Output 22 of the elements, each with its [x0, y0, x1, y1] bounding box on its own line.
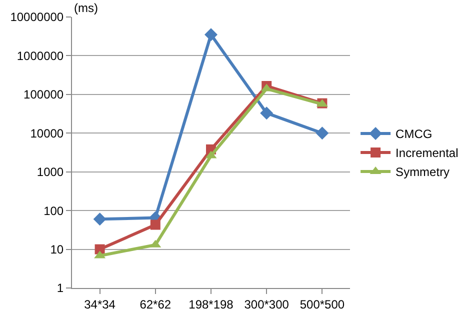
y-tick-label: 1 [56, 281, 64, 296]
legend-label: Symmetry [396, 165, 450, 180]
y-tick-label: 100 [44, 204, 64, 218]
point [316, 126, 329, 140]
y-tick-label: 1000 [36, 165, 64, 180]
x-tick-label: 500*500 [300, 297, 345, 312]
point [260, 106, 274, 120]
y-tick-label: 10000000 [10, 10, 64, 24]
point [93, 212, 106, 226]
y-tick-label: 100000 [24, 88, 64, 102]
point [150, 220, 160, 230]
legend-label: CMCG [396, 127, 432, 142]
legend-label: Incremental [396, 146, 458, 160]
y-tick-label: 10000 [30, 126, 64, 140]
text: (ms) [74, 1, 98, 15]
y-tick-label: 10 [50, 242, 64, 256]
x-tick-label: 300*300 [244, 297, 290, 312]
x-tick-label: 62*62 [140, 297, 172, 312]
x-tick-label: 34*34 [84, 297, 116, 312]
y-tick-label: 1000000 [16, 48, 64, 63]
point [204, 28, 218, 42]
x-tick-label: 198*198 [188, 297, 234, 312]
